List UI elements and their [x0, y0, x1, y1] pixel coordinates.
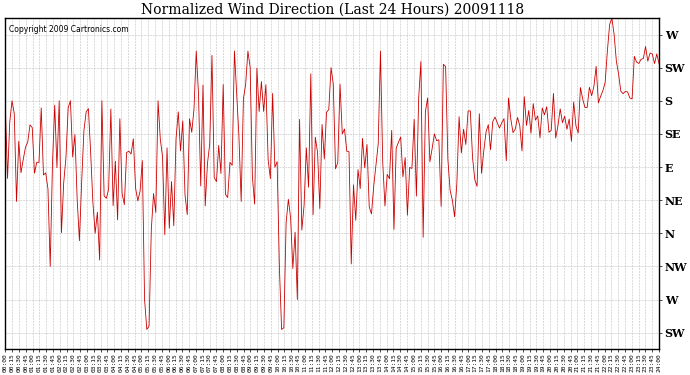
Title: Normalized Wind Direction (Last 24 Hours) 20091118: Normalized Wind Direction (Last 24 Hours… [141, 3, 524, 17]
Text: Copyright 2009 Cartronics.com: Copyright 2009 Cartronics.com [8, 25, 128, 34]
